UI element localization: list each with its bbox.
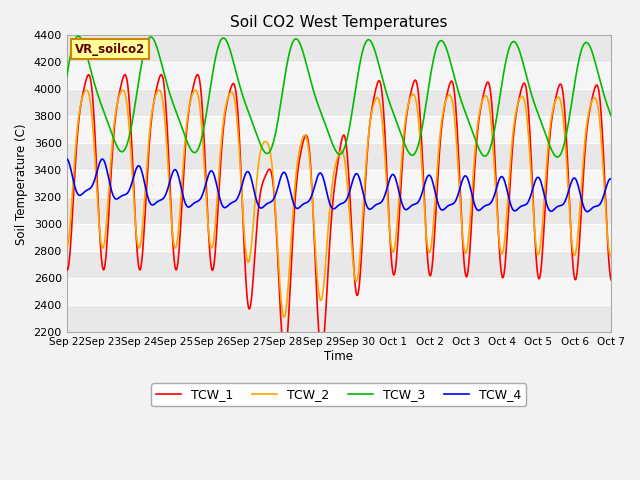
Bar <box>67 278 611 305</box>
Bar <box>67 144 611 170</box>
Bar <box>67 170 611 197</box>
TCW_2 <box>280 314 288 320</box>
Bar <box>67 116 611 144</box>
TCW_4 <box>410 202 417 207</box>
TCW_1 <box>395 228 403 233</box>
TCW_4 <box>476 207 483 213</box>
Bar <box>67 197 611 224</box>
TCW_1 <box>533 263 541 268</box>
TCW_1 <box>477 104 484 110</box>
Bar <box>67 36 611 62</box>
TCW_1 <box>380 117 388 122</box>
Line: TCW_3: TCW_3 <box>67 36 611 157</box>
Bar <box>67 224 611 252</box>
TCW_2 <box>395 202 403 208</box>
TCW_2 <box>380 143 388 149</box>
TCW_3 <box>74 33 82 39</box>
TCW_2 <box>96 231 104 237</box>
TCW_3 <box>394 122 402 128</box>
TCW_3 <box>63 74 70 80</box>
TCW_1 <box>194 72 202 77</box>
TCW_1 <box>96 236 104 242</box>
Title: Soil CO2 West Temperatures: Soil CO2 West Temperatures <box>230 15 447 30</box>
TCW_3 <box>97 100 104 106</box>
Line: TCW_2: TCW_2 <box>67 90 611 317</box>
TCW_4 <box>393 181 401 187</box>
TCW_3 <box>607 113 615 119</box>
TCW_4 <box>379 197 387 203</box>
TCW_1 <box>411 77 419 83</box>
TCW_3 <box>410 152 418 157</box>
Bar <box>67 252 611 278</box>
TCW_3 <box>554 154 561 160</box>
TCW_4 <box>96 159 104 165</box>
TCW_4 <box>532 178 540 183</box>
TCW_2 <box>191 87 199 93</box>
Bar <box>67 305 611 332</box>
TCW_4 <box>583 209 591 215</box>
TCW_4 <box>63 156 70 161</box>
Bar <box>67 62 611 89</box>
TCW_2 <box>63 245 70 251</box>
Y-axis label: Soil Temperature (C): Soil Temperature (C) <box>15 123 28 245</box>
Line: TCW_4: TCW_4 <box>67 158 611 212</box>
Line: TCW_1: TCW_1 <box>67 74 611 355</box>
TCW_2 <box>477 103 484 108</box>
TCW_2 <box>533 248 541 253</box>
TCW_2 <box>411 93 419 99</box>
X-axis label: Time: Time <box>324 350 353 363</box>
TCW_1 <box>607 277 615 283</box>
TCW_3 <box>532 105 540 111</box>
TCW_1 <box>281 352 289 358</box>
TCW_2 <box>607 253 615 259</box>
Bar <box>67 89 611 116</box>
TCW_3 <box>380 80 387 85</box>
TCW_3 <box>476 148 484 154</box>
TCW_4 <box>607 176 615 182</box>
Legend: TCW_1, TCW_2, TCW_3, TCW_4: TCW_1, TCW_2, TCW_3, TCW_4 <box>151 383 527 406</box>
Text: VR_soilco2: VR_soilco2 <box>75 43 145 56</box>
TCW_1 <box>63 266 70 272</box>
